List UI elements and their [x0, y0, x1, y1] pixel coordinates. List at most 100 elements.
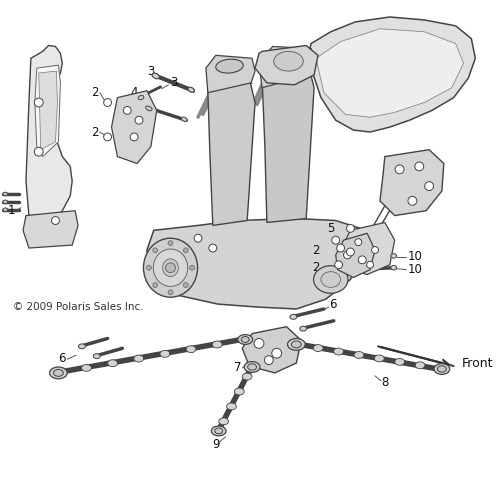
- Circle shape: [209, 244, 216, 252]
- Text: © 2009 Polaris Sales Inc.: © 2009 Polaris Sales Inc.: [13, 302, 144, 312]
- Polygon shape: [262, 60, 314, 222]
- Circle shape: [104, 133, 112, 141]
- Ellipse shape: [374, 355, 384, 362]
- Polygon shape: [336, 234, 375, 278]
- Ellipse shape: [219, 418, 228, 425]
- Circle shape: [194, 234, 202, 242]
- Ellipse shape: [3, 200, 8, 203]
- Text: 9: 9: [212, 438, 220, 451]
- Circle shape: [166, 263, 175, 272]
- Circle shape: [415, 162, 424, 171]
- Text: 7: 7: [234, 362, 241, 374]
- Circle shape: [372, 246, 378, 254]
- Ellipse shape: [248, 364, 256, 370]
- Polygon shape: [340, 222, 394, 274]
- Text: 4: 4: [130, 86, 138, 99]
- Circle shape: [254, 338, 264, 348]
- Text: 10: 10: [408, 250, 422, 264]
- Ellipse shape: [186, 346, 196, 352]
- Ellipse shape: [212, 426, 226, 436]
- Polygon shape: [26, 46, 72, 230]
- Ellipse shape: [134, 355, 143, 362]
- Text: 6: 6: [58, 352, 66, 364]
- Ellipse shape: [349, 267, 356, 272]
- Ellipse shape: [82, 364, 92, 372]
- Circle shape: [153, 248, 158, 253]
- Ellipse shape: [395, 358, 404, 366]
- Circle shape: [424, 182, 434, 190]
- Text: 8: 8: [381, 376, 388, 389]
- Ellipse shape: [292, 341, 302, 348]
- Text: 6: 6: [329, 298, 336, 310]
- Polygon shape: [112, 90, 156, 164]
- Circle shape: [408, 196, 417, 205]
- Polygon shape: [259, 46, 314, 88]
- Ellipse shape: [154, 249, 188, 286]
- Polygon shape: [147, 218, 365, 309]
- Circle shape: [146, 265, 152, 270]
- Ellipse shape: [354, 352, 364, 358]
- Circle shape: [344, 251, 351, 259]
- Ellipse shape: [226, 403, 236, 410]
- Ellipse shape: [270, 48, 303, 62]
- Ellipse shape: [50, 367, 68, 379]
- Circle shape: [130, 133, 138, 141]
- Ellipse shape: [152, 73, 160, 79]
- Polygon shape: [380, 150, 444, 216]
- Text: 3: 3: [147, 64, 154, 78]
- Polygon shape: [308, 17, 476, 132]
- Circle shape: [334, 261, 342, 268]
- Ellipse shape: [188, 87, 194, 92]
- Ellipse shape: [321, 272, 340, 287]
- Polygon shape: [242, 326, 302, 373]
- Ellipse shape: [3, 208, 8, 212]
- Circle shape: [168, 240, 173, 246]
- Polygon shape: [23, 210, 78, 248]
- Ellipse shape: [162, 259, 178, 276]
- Circle shape: [346, 248, 354, 256]
- Polygon shape: [255, 46, 318, 85]
- Text: 10: 10: [408, 263, 422, 276]
- Circle shape: [358, 256, 366, 264]
- Ellipse shape: [212, 341, 222, 348]
- Circle shape: [153, 282, 158, 288]
- Ellipse shape: [390, 266, 396, 270]
- Ellipse shape: [214, 428, 222, 434]
- Circle shape: [124, 106, 131, 114]
- Circle shape: [184, 282, 188, 288]
- Circle shape: [264, 356, 274, 364]
- Ellipse shape: [438, 366, 446, 372]
- Polygon shape: [208, 75, 255, 226]
- Text: 2: 2: [91, 86, 98, 99]
- Circle shape: [34, 98, 43, 107]
- Circle shape: [332, 236, 340, 244]
- Circle shape: [184, 248, 188, 253]
- Circle shape: [395, 165, 404, 174]
- Polygon shape: [35, 65, 60, 156]
- Ellipse shape: [94, 354, 100, 358]
- Ellipse shape: [182, 117, 187, 121]
- Circle shape: [190, 265, 194, 270]
- Ellipse shape: [314, 266, 348, 293]
- Text: 5: 5: [327, 222, 334, 235]
- Ellipse shape: [290, 314, 297, 320]
- Circle shape: [366, 262, 374, 268]
- Ellipse shape: [415, 362, 425, 368]
- Ellipse shape: [216, 59, 243, 73]
- Ellipse shape: [54, 370, 64, 376]
- Polygon shape: [316, 29, 464, 118]
- Text: 2: 2: [312, 261, 320, 274]
- Ellipse shape: [300, 326, 306, 331]
- Circle shape: [52, 216, 60, 224]
- Circle shape: [336, 244, 344, 252]
- Ellipse shape: [138, 96, 144, 100]
- Circle shape: [104, 98, 112, 106]
- Ellipse shape: [144, 238, 198, 297]
- Circle shape: [34, 148, 43, 156]
- Circle shape: [272, 348, 281, 358]
- Text: 2: 2: [91, 126, 98, 138]
- Ellipse shape: [349, 256, 356, 260]
- Ellipse shape: [78, 344, 86, 349]
- Text: Front: Front: [462, 356, 493, 370]
- Ellipse shape: [242, 336, 249, 342]
